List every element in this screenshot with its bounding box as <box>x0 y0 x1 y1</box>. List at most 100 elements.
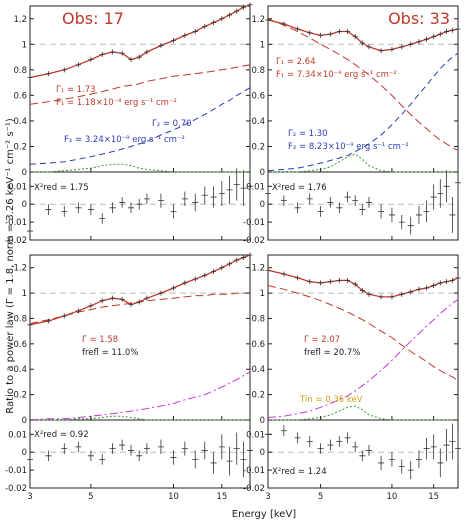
panel-4-residual-point <box>430 434 437 460</box>
panel-4-residual-point <box>388 452 395 467</box>
panel-2-data-point <box>295 26 301 32</box>
panel-1-data-point <box>219 16 225 22</box>
panel-3-resid-ytick-label: 0.01 <box>8 430 27 440</box>
panel-3-model-line <box>29 254 251 326</box>
panel-3-residual-point <box>157 439 164 454</box>
panel-3-data-point <box>192 276 198 282</box>
x-axis-label: Energy [keV] <box>232 509 297 520</box>
panel-4-residual-point <box>443 428 450 462</box>
panel-2-residual-point <box>265 186 271 201</box>
panel-4-iron-line <box>268 405 458 421</box>
panel-2-residual-point <box>352 195 359 206</box>
panel-4-ytick-label: 0.8 <box>251 314 265 324</box>
panel-4-data-point <box>399 291 405 297</box>
panel-1-obs-label: Obs: 17 <box>62 9 124 28</box>
panel-4-data-point <box>424 285 430 291</box>
panel-4-residual-point <box>352 441 359 453</box>
panel-4-annotation: Γ = 2.07 <box>304 335 340 345</box>
panel-2-residual-point <box>407 216 414 235</box>
panel-4-ytick-label: 0 <box>260 416 265 426</box>
panel-1-data-point <box>61 67 67 73</box>
panel-3-iron-line <box>30 415 250 421</box>
panel-1-data-point <box>110 49 116 55</box>
panel-3-data-point <box>61 313 67 319</box>
panel-3-xtick-label: 15 <box>216 492 227 502</box>
panel-2-residual-point <box>365 197 372 208</box>
panel-2-residual-point <box>317 206 324 217</box>
panel-4-resid-ytick-label: 0.01 <box>246 430 265 440</box>
panel-2-resid-ytick-label: -0.01 <box>243 218 265 228</box>
panel-1-residual-point <box>45 204 52 215</box>
panel-1-residual-point <box>127 202 134 214</box>
panel-1-annotation: Γ₁ = 1.73 <box>56 85 96 95</box>
panel-2-powerlaw2-line <box>267 52 459 172</box>
panel-3-residual-point <box>247 430 253 471</box>
panel-4-data-point <box>295 275 301 281</box>
panel-3-data-point <box>99 298 105 304</box>
panel-3-residual-point <box>201 441 208 460</box>
panel-2-residual-frame <box>267 171 459 241</box>
panel-3-residual-point <box>233 432 240 465</box>
panel-3-data-point <box>27 322 33 328</box>
panel-4-xtick-label: 3 <box>265 492 270 502</box>
panel-4-residual-point <box>455 428 461 469</box>
panel-4-data-point <box>431 282 437 288</box>
panel-1-iron-line <box>30 163 250 173</box>
panel-4-data-point <box>327 279 333 285</box>
panel-4-xtick-label: 15 <box>428 492 439 502</box>
panel-3-data-point <box>158 290 164 296</box>
panel-1-data-point <box>227 12 233 18</box>
panel-1-resid-ytick-label: -0.01 <box>5 218 27 228</box>
panel-2-data-point <box>366 44 372 50</box>
panel-1-resid-ytick-label: -0.02 <box>5 236 27 246</box>
panel-3-residual-point <box>61 443 68 454</box>
panel-1-data-point <box>45 71 51 77</box>
panel-3-ytick-label: 0.4 <box>13 365 27 375</box>
panel-4-residual-point <box>365 445 372 456</box>
panel-4-data-point <box>416 286 422 292</box>
panel-2-residual-point <box>455 163 461 203</box>
panel-2-data-point <box>378 48 384 54</box>
panel-2-ytick-label: 0 <box>260 168 265 178</box>
panel-1-residual-point <box>75 202 82 214</box>
panel-2-residual-point <box>306 193 313 205</box>
panel-1-residual-point <box>109 202 116 214</box>
panel-1-ytick-label: 0.4 <box>13 117 27 127</box>
panel-1-residual-point <box>233 168 240 201</box>
panel-4-residual-point <box>294 432 301 444</box>
panel-3-data-point <box>227 261 233 267</box>
panel-2-data-point <box>455 26 461 32</box>
panel-2-data-point <box>444 29 450 35</box>
panel-1-resid-ytick-label: 0.01 <box>8 182 27 192</box>
panel-4-residual-point <box>449 423 456 460</box>
panel-2-ytick-label: 0.4 <box>251 117 265 127</box>
panel-1-data-point <box>99 52 105 58</box>
panel-3-data-point <box>182 280 188 286</box>
panel-2-residual-point <box>437 179 444 208</box>
panel-3-residual-point <box>181 441 188 456</box>
panel-3-residual-point <box>87 450 94 462</box>
panel-1-data-point <box>192 29 198 35</box>
panel-4-data-point <box>336 277 342 283</box>
panel-4-data-point <box>449 277 455 283</box>
panel-3-data-point <box>144 295 150 301</box>
panel-1-residual-point <box>247 166 253 206</box>
panel-4-residual-point <box>423 437 430 460</box>
panel-3-data-point <box>234 257 240 263</box>
panel-1-residual-point <box>192 193 199 212</box>
panel-3-annotation: Γ = 1.58 <box>82 335 118 345</box>
panel-4-resid-ytick-label: -0.01 <box>243 466 265 476</box>
panel-1-residual-point <box>181 191 188 206</box>
panel-1-residual-point <box>27 223 33 239</box>
panel-2-data-point <box>416 39 422 45</box>
panel-4-chi2-label: X²red = 1.24 <box>272 467 327 477</box>
panel-1-residual-point <box>143 193 150 205</box>
panel-4-residual-point <box>359 450 366 462</box>
panel-4-data-point <box>455 275 461 281</box>
panel-2-iron-line <box>268 153 458 173</box>
panel-3-residual-point <box>75 441 82 453</box>
panel-4-ytick-label: 1 <box>260 289 265 299</box>
panel-4-data-point <box>318 280 324 286</box>
panel-1-reflection-line <box>29 64 251 105</box>
panel-3-data-point <box>247 252 253 258</box>
